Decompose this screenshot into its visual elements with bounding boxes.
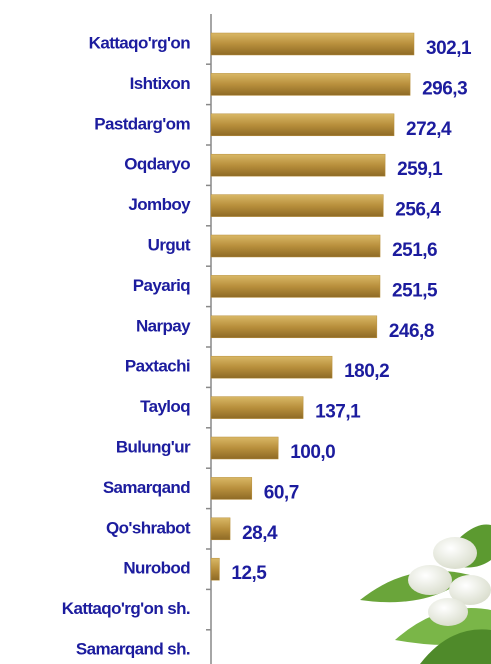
bar: [211, 154, 385, 176]
value-label: 12,5: [231, 563, 267, 584]
value-label: 251,5: [392, 280, 438, 301]
bar: [211, 195, 383, 217]
decoration: [360, 524, 491, 664]
category-label: Oqdaryo: [124, 155, 190, 174]
value-label: 259,1: [397, 159, 443, 180]
value-label: 246,8: [389, 321, 434, 342]
category-label: Qo'shrabot: [106, 518, 191, 537]
category-label: Nurobod: [123, 559, 190, 578]
bar: [211, 316, 377, 338]
category-label: Kattaqo'rg'on sh.: [62, 599, 190, 618]
value-label: 302,1: [426, 38, 472, 59]
value-label: 28,4: [242, 523, 278, 544]
category-label: Tayloq: [140, 397, 190, 416]
chart: Kattaqo'rg'on 302,1 Ishtixon 296,3 Pastdarg'…: [0, 0, 491, 664]
bar: [211, 437, 278, 459]
bar: [211, 397, 303, 419]
category-label: Paxtachi: [125, 357, 190, 376]
category-label: Jomboy: [128, 195, 191, 214]
value-label: 137,1: [315, 402, 361, 423]
bar: [211, 356, 332, 378]
bar: [211, 33, 414, 55]
bar: [211, 518, 230, 540]
value-label: 180,2: [344, 361, 389, 382]
category-label: Urgut: [148, 235, 191, 254]
bar: [211, 114, 394, 136]
value-label: 60,7: [264, 482, 299, 503]
category-label: Payariq: [133, 276, 190, 295]
category-label: Samarqand sh.: [76, 639, 190, 658]
value-label: 251,6: [392, 240, 437, 261]
value-label: 296,3: [422, 78, 467, 99]
bar: [211, 275, 380, 297]
category-label: Samarqand: [103, 478, 190, 497]
value-label: 100,0: [290, 442, 335, 463]
category-label: Kattaqo'rg'on: [89, 33, 191, 52]
bar: [211, 73, 410, 95]
category-label: Ishtixon: [130, 74, 191, 93]
bar: [211, 558, 219, 580]
category-label: Narpay: [136, 316, 191, 335]
category-label: Pastdarg'om: [94, 114, 190, 133]
bar: [211, 477, 252, 499]
bar: [211, 235, 380, 257]
value-label: 256,4: [395, 200, 441, 221]
category-label: Bulung'ur: [116, 437, 191, 456]
value-label: 272,4: [406, 119, 452, 140]
